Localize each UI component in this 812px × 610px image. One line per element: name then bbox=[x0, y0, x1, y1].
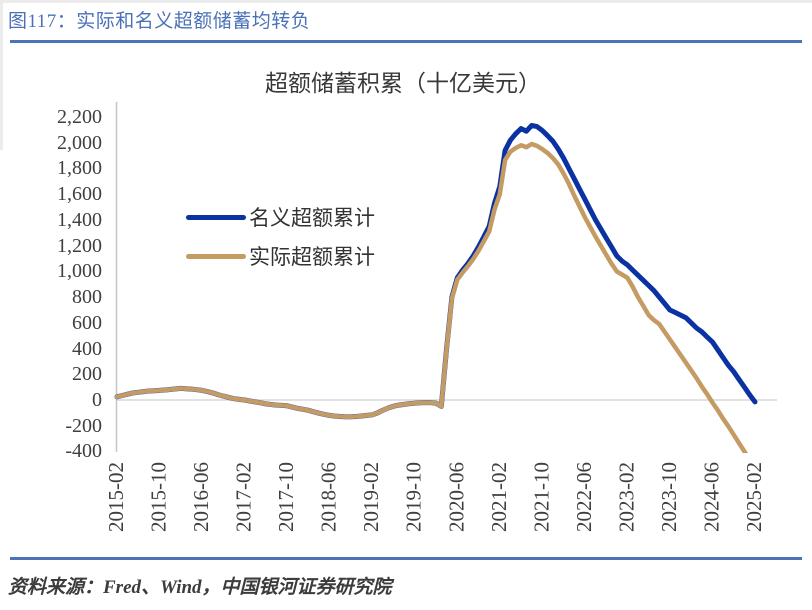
chart-title: 超额储蓄积累（十亿美元） bbox=[265, 71, 541, 96]
page-edge-top bbox=[0, 0, 812, 3]
y-tick-label: 400 bbox=[72, 338, 102, 360]
top-divider bbox=[10, 40, 802, 43]
legend-item-nominal: 名义超额累计 bbox=[186, 205, 375, 230]
x-tick-label: 2023-10 bbox=[657, 462, 681, 532]
x-tick-label: 2018-06 bbox=[317, 462, 341, 532]
y-tick-label: 2,000 bbox=[57, 132, 102, 154]
x-tick-label: 2023-02 bbox=[614, 462, 638, 532]
legend: 名义超额累计 实际超额累计 bbox=[186, 205, 375, 283]
y-tick-label: -400 bbox=[65, 440, 102, 462]
legend-item-real: 实际超额累计 bbox=[186, 244, 375, 269]
x-tick-label: 2021-02 bbox=[487, 462, 511, 532]
legend-label-real: 实际超额累计 bbox=[249, 245, 375, 269]
real-series-line bbox=[114, 141, 749, 453]
y-tick-label: 1,000 bbox=[57, 260, 102, 282]
y-tick-label: 1,800 bbox=[57, 157, 102, 179]
source-note: 资料来源：Fred、Wind，中国银河证券研究院 bbox=[8, 577, 392, 598]
y-tick-label: 200 bbox=[72, 363, 102, 385]
y-tick-label: 800 bbox=[72, 286, 102, 308]
x-tick-label: 2019-02 bbox=[359, 462, 383, 532]
x-tick-label: 2021-10 bbox=[529, 462, 553, 532]
bottom-divider bbox=[10, 557, 802, 560]
x-tick-label: 2015-10 bbox=[147, 462, 171, 532]
y-tick-label: 1,600 bbox=[57, 183, 102, 205]
real-line-swatch bbox=[186, 253, 246, 259]
y-tick-label: -200 bbox=[65, 415, 102, 437]
x-tick-label: 2016-06 bbox=[189, 462, 213, 532]
y-tick-label: 1,200 bbox=[57, 235, 102, 257]
y-tick-label: 2,200 bbox=[57, 106, 102, 128]
x-tick-label: 2020-06 bbox=[444, 462, 468, 532]
x-tick-label: 2019-10 bbox=[402, 462, 426, 532]
x-tick-label: 2024-06 bbox=[700, 462, 724, 532]
x-tick-label: 2017-10 bbox=[274, 462, 298, 532]
x-tick-label: 2025-02 bbox=[742, 462, 766, 532]
nominal-line-swatch bbox=[186, 214, 246, 220]
page-edge-left bbox=[0, 0, 3, 150]
y-tick-label: 0 bbox=[92, 389, 102, 411]
x-tick-label: 2022-06 bbox=[572, 462, 596, 532]
legend-label-nominal: 名义超额累计 bbox=[249, 206, 375, 230]
y-tick-label: 600 bbox=[72, 312, 102, 334]
x-tick-label: 2015-02 bbox=[104, 462, 128, 532]
figure-caption: 图117：实际和名义超额储蓄均转负 bbox=[8, 11, 311, 32]
x-tick-label: 2017-02 bbox=[232, 462, 256, 532]
y-tick-label: 1,400 bbox=[57, 209, 102, 231]
